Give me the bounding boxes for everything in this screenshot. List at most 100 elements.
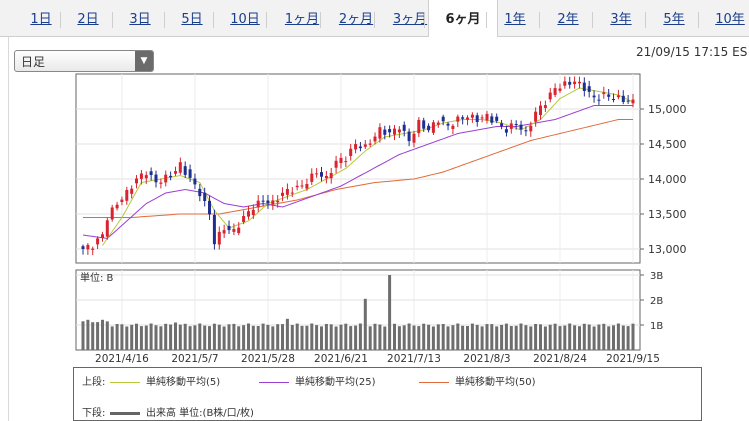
legend-ma50: 単純移動平均(50) bbox=[419, 373, 536, 388]
volume-bar bbox=[407, 323, 411, 350]
candle-body bbox=[431, 122, 435, 133]
legend-volume-label: 出来高 単位:(B株/口/枚) bbox=[146, 408, 254, 419]
candle-body bbox=[310, 173, 314, 182]
volume-bar bbox=[378, 324, 382, 350]
volume-bar bbox=[466, 326, 469, 350]
price-plot-frame bbox=[75, 73, 641, 264]
volume-bar bbox=[397, 326, 401, 350]
candle-body bbox=[256, 200, 260, 208]
legend-volume: 出来高 単位:(B株/口/枚) bbox=[110, 404, 254, 419]
tab-separator bbox=[539, 12, 540, 28]
candle-body bbox=[339, 157, 343, 163]
candle-body bbox=[602, 92, 606, 95]
volume-bar bbox=[208, 326, 211, 350]
tab-period-0[interactable]: 1日 bbox=[30, 12, 52, 27]
volume-bar bbox=[573, 325, 577, 350]
candle-body bbox=[397, 129, 401, 133]
volume-bar bbox=[417, 326, 421, 350]
volume-bar bbox=[105, 321, 109, 350]
volume-bar bbox=[320, 326, 323, 350]
legend-upper-prefix: 上段: bbox=[82, 377, 106, 388]
candle-body bbox=[242, 216, 246, 222]
volume-bar bbox=[490, 324, 494, 350]
candle-body bbox=[504, 129, 508, 133]
volume-bar bbox=[461, 325, 465, 350]
candle-body bbox=[475, 115, 479, 122]
tab-period-6[interactable]: 2ヶ月 bbox=[338, 12, 374, 27]
x-tick-label: 2021/5/7 bbox=[171, 353, 218, 365]
candle-body bbox=[290, 192, 294, 194]
volume-bar bbox=[578, 326, 581, 350]
interval-select[interactable]: 日足 ▼ bbox=[14, 50, 154, 72]
volume-bar bbox=[86, 319, 90, 350]
tab-period-4[interactable]: 10日 bbox=[230, 12, 260, 27]
volume-bar bbox=[631, 323, 635, 350]
tab-separator bbox=[592, 12, 593, 28]
candle-body bbox=[130, 188, 134, 194]
volume-bar bbox=[436, 324, 440, 350]
tab-period-10[interactable]: 2年 bbox=[557, 12, 579, 27]
candle-body bbox=[427, 125, 431, 131]
candle-body bbox=[159, 182, 163, 184]
candle-body bbox=[587, 86, 591, 92]
tab-period-5[interactable]: 1ヶ月 bbox=[284, 12, 320, 27]
chevron-down-icon[interactable]: ▼ bbox=[135, 51, 153, 71]
volume-bar bbox=[144, 325, 148, 350]
volume-bar bbox=[368, 326, 372, 350]
volume-bar bbox=[592, 326, 596, 350]
volume-bar bbox=[553, 323, 557, 350]
x-tick-label: 2021/6/21 bbox=[314, 353, 368, 365]
legend-lower-prefix: 下段: bbox=[82, 408, 106, 419]
candle-body bbox=[534, 111, 538, 122]
candle-body bbox=[373, 136, 377, 142]
tab-period-1[interactable]: 2日 bbox=[77, 12, 99, 27]
tab-period-3[interactable]: 5日 bbox=[181, 12, 203, 27]
tab-period-9[interactable]: 1年 bbox=[504, 12, 526, 27]
volume-bar bbox=[266, 324, 270, 350]
x-tick-label: 2021/9/15 bbox=[606, 353, 660, 365]
candle-body bbox=[329, 173, 333, 179]
volume-bar bbox=[130, 324, 134, 350]
candle-body bbox=[441, 116, 445, 122]
candle-body bbox=[519, 124, 523, 130]
candle-body bbox=[490, 116, 494, 123]
volume-bar bbox=[212, 323, 216, 350]
volume-bar bbox=[621, 325, 625, 350]
tab-period-7[interactable]: 3ヶ月 bbox=[392, 12, 428, 27]
candle-body bbox=[470, 114, 474, 118]
candle-body bbox=[91, 248, 95, 250]
candle-body bbox=[135, 178, 138, 184]
candle-body bbox=[363, 144, 367, 147]
candle-body bbox=[378, 127, 382, 139]
ma5-line bbox=[102, 87, 634, 246]
volume-bar bbox=[174, 322, 177, 350]
tab-period-2[interactable]: 3日 bbox=[129, 12, 151, 27]
candle-body bbox=[110, 207, 114, 220]
candle-body bbox=[198, 188, 202, 197]
tab-period-11[interactable]: 3年 bbox=[610, 12, 632, 27]
volume-bar bbox=[198, 323, 202, 350]
candle-body bbox=[320, 172, 323, 177]
volume-tick-label: 3B bbox=[650, 271, 663, 282]
volume-bar bbox=[626, 326, 630, 350]
volume-bar bbox=[383, 326, 387, 350]
tab-separator bbox=[60, 12, 61, 28]
candle-body bbox=[203, 192, 207, 201]
tab-separator bbox=[164, 12, 165, 28]
candle-body bbox=[466, 117, 469, 120]
candle-body bbox=[178, 162, 182, 173]
candle-body bbox=[193, 178, 197, 185]
tab-separator bbox=[112, 12, 113, 28]
legend-ma25-swatch bbox=[259, 381, 289, 383]
volume-bar bbox=[154, 325, 158, 350]
candle-body bbox=[86, 244, 90, 250]
candle-body bbox=[344, 161, 348, 163]
tab-period-13[interactable]: 10年 bbox=[715, 12, 745, 27]
tab-period-12[interactable]: 5年 bbox=[663, 12, 685, 27]
candle-body bbox=[553, 88, 557, 95]
volume-bar bbox=[349, 326, 353, 350]
candle-body bbox=[621, 95, 625, 102]
ma50-line bbox=[83, 119, 633, 218]
candle-body bbox=[334, 160, 338, 168]
volume-bar bbox=[276, 324, 280, 350]
